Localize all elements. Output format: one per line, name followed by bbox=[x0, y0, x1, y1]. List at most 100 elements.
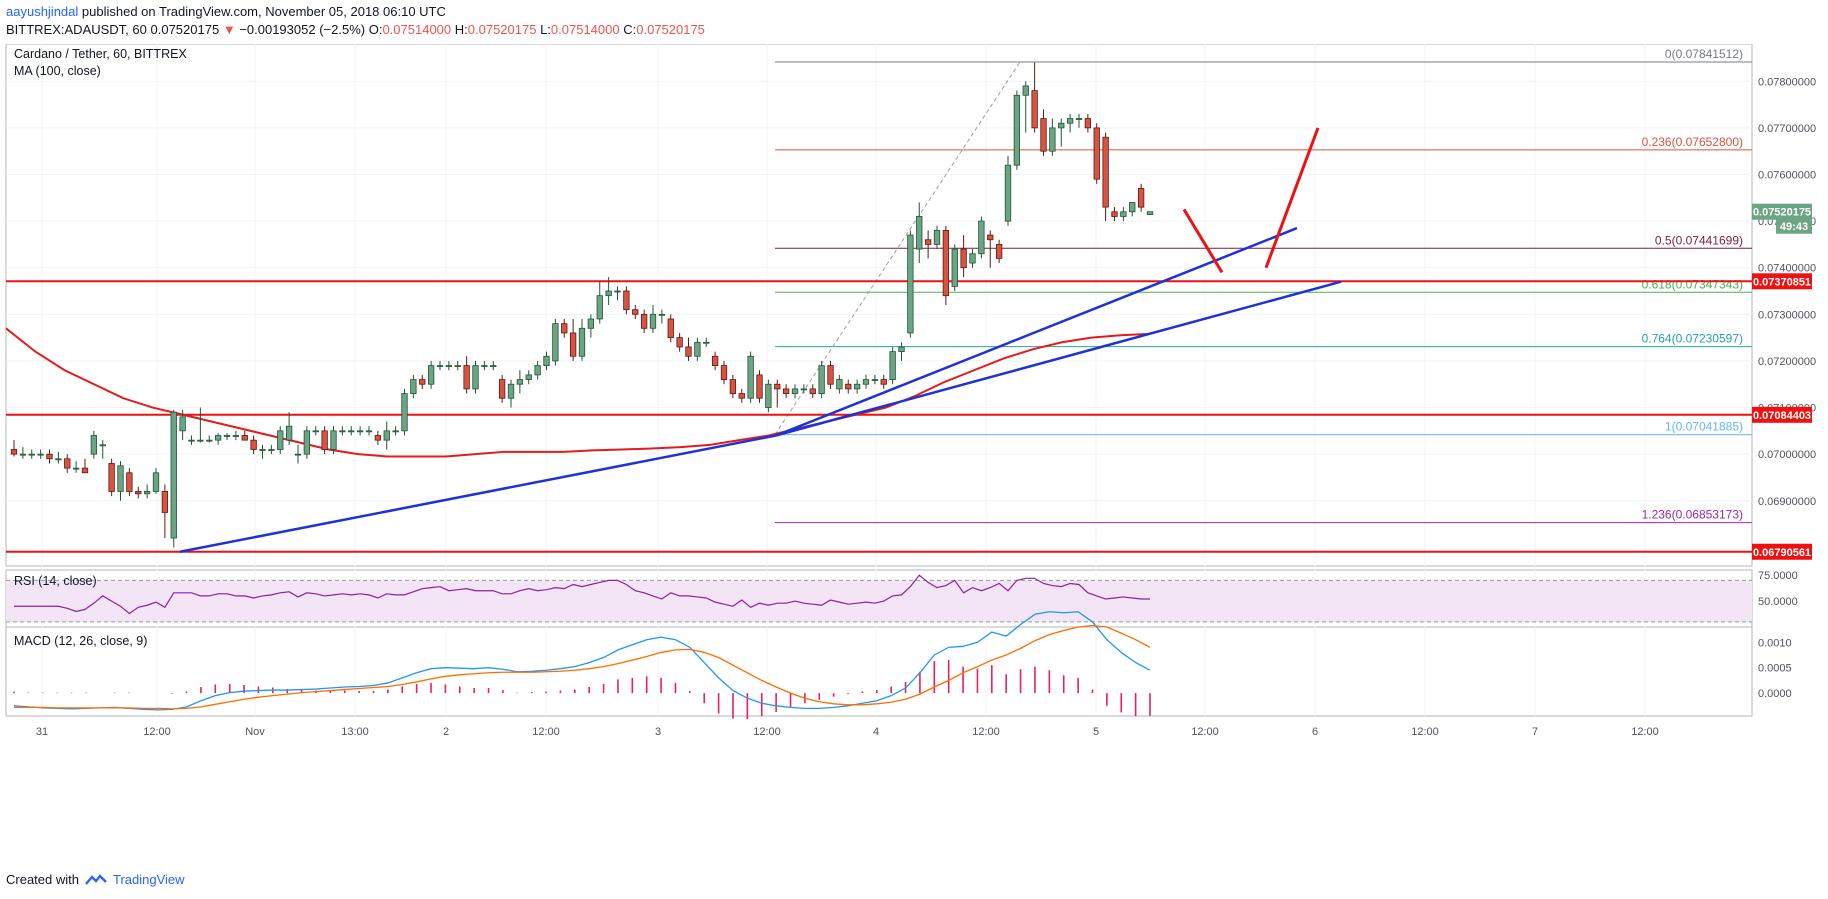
candle-body bbox=[46, 453, 53, 460]
rsi-band-fill bbox=[6, 580, 1752, 622]
candle-body bbox=[90, 435, 98, 455]
candle-body bbox=[534, 365, 541, 376]
candle-body bbox=[339, 430, 346, 433]
fib-level-label: 0(0.07841512) bbox=[1665, 47, 1743, 61]
candle-body bbox=[55, 458, 62, 461]
candle-body bbox=[1058, 122, 1065, 129]
projection-down-line bbox=[1182, 208, 1224, 274]
price-tag-label: 0.07520175 bbox=[1753, 207, 1811, 219]
candle-body bbox=[303, 430, 311, 455]
ma-line bbox=[5, 327, 1151, 458]
candle-body bbox=[197, 439, 204, 442]
candle-body bbox=[37, 453, 44, 456]
candle-body bbox=[472, 365, 479, 390]
candle-body bbox=[1031, 90, 1038, 129]
y-tick-label: 0.07400000 bbox=[1758, 263, 1816, 275]
candle-body bbox=[853, 383, 861, 390]
chart-title: Cardano / Tether, 60, BITTREX bbox=[14, 47, 187, 61]
y-tick-label: 0.07800000 bbox=[1758, 76, 1816, 88]
candle-body bbox=[445, 365, 453, 367]
candle-body bbox=[596, 295, 603, 320]
candle-body bbox=[490, 365, 497, 367]
candle-body bbox=[969, 253, 976, 264]
high-value: 0.07520175 bbox=[467, 22, 537, 37]
candle-body bbox=[995, 244, 1003, 259]
candle-body bbox=[738, 393, 745, 399]
candle-body bbox=[632, 309, 639, 315]
macd-tick-label: 0.0010 bbox=[1758, 637, 1792, 649]
candle-body bbox=[907, 234, 914, 334]
candle-body bbox=[498, 379, 506, 399]
rsi-tick-label: 75.0000 bbox=[1758, 570, 1798, 582]
candle-body bbox=[516, 379, 524, 385]
rsi-line bbox=[14, 574, 1150, 615]
candle-body bbox=[827, 365, 834, 385]
candle-body bbox=[259, 449, 266, 451]
x-tick-label: 12:00 bbox=[1191, 726, 1219, 738]
candle-body bbox=[365, 430, 373, 433]
candle-body bbox=[720, 365, 728, 380]
open-label: O: bbox=[368, 22, 383, 37]
chart-canvas[interactable]: 0(0.07841512) 0.236(0.07652800) 0.5(0.0744… bbox=[0, 44, 1828, 870]
candle-body bbox=[1146, 211, 1154, 215]
open-value: 0.07514000 bbox=[382, 22, 452, 37]
close-value: 0.07520175 bbox=[636, 22, 705, 37]
candle-body bbox=[1049, 127, 1056, 152]
fib-level-label: 0.236(0.07652800) bbox=[1642, 135, 1743, 149]
price-tag bbox=[1752, 406, 1812, 423]
macd-legend: MACD (12, 26, close, 9) bbox=[14, 634, 147, 648]
signal-line bbox=[14, 624, 1151, 710]
candle-body bbox=[19, 453, 27, 456]
author-link[interactable]: aayushjindal bbox=[6, 4, 79, 19]
candle-body bbox=[117, 465, 124, 492]
candle-body bbox=[561, 323, 568, 334]
price-tag-label: 0.07084403 bbox=[1753, 410, 1811, 422]
candle-body bbox=[587, 318, 595, 329]
candle-body bbox=[268, 449, 275, 451]
candle-body bbox=[188, 439, 195, 442]
x-tick-label: 2 bbox=[443, 726, 449, 738]
candle-body bbox=[277, 430, 284, 450]
candle-body bbox=[880, 379, 887, 385]
price-tag bbox=[1752, 203, 1812, 220]
low-label: L: bbox=[540, 22, 551, 37]
candle-body bbox=[978, 220, 985, 255]
candle-body bbox=[1129, 202, 1136, 213]
candle-body bbox=[223, 435, 231, 437]
candle-body bbox=[1120, 211, 1127, 217]
candle-body bbox=[1075, 118, 1083, 120]
candle-body bbox=[232, 435, 240, 437]
candle-body bbox=[99, 444, 106, 447]
candle-body bbox=[960, 248, 967, 269]
price-tag bbox=[1752, 273, 1812, 290]
candle-body bbox=[214, 435, 222, 441]
candle-body bbox=[1066, 118, 1074, 124]
fib-level-label: 1.236(0.06853173) bbox=[1642, 508, 1743, 522]
symbol-label: BITTREX:ADAUSDT, 60 bbox=[6, 22, 147, 37]
price-tag bbox=[1752, 543, 1812, 560]
x-tick-label: 13:00 bbox=[341, 726, 369, 738]
candle-body bbox=[756, 374, 763, 399]
candle-body bbox=[285, 425, 293, 441]
candle-body bbox=[871, 379, 879, 381]
candle-body bbox=[889, 351, 896, 380]
y-tick-label: 0.06900000 bbox=[1758, 496, 1816, 508]
macd-tick-label: 0.0005 bbox=[1758, 663, 1792, 675]
x-tick-label: 12:00 bbox=[532, 726, 560, 738]
price-tag-label: 0.07370851 bbox=[1753, 276, 1811, 288]
x-tick-label: 7 bbox=[1532, 726, 1538, 738]
x-tick-label: 12:00 bbox=[753, 726, 781, 738]
rsi-tick-label: 50.0000 bbox=[1758, 596, 1798, 608]
candle-body bbox=[126, 472, 133, 492]
y-tick-label: 0.07600000 bbox=[1758, 170, 1816, 182]
candle-body bbox=[1013, 94, 1021, 166]
candle-body bbox=[64, 458, 71, 469]
candle-body bbox=[987, 234, 994, 241]
tradingview-link[interactable]: TradingView bbox=[112, 872, 185, 887]
fib-level-label: 1(0.07041885) bbox=[1665, 420, 1743, 434]
macd-line bbox=[13, 611, 1151, 711]
candle-body bbox=[250, 439, 257, 450]
candle-body bbox=[1004, 164, 1012, 222]
candle-body bbox=[791, 388, 799, 394]
candle-body bbox=[143, 491, 151, 495]
